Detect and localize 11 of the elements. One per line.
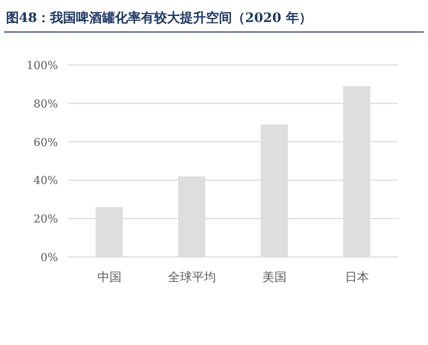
y-tick-label: 20% bbox=[34, 212, 58, 226]
x-tick-label: 全球平均 bbox=[168, 270, 216, 284]
y-tick-label: 80% bbox=[34, 97, 58, 110]
x-tick-label: 中国 bbox=[97, 270, 122, 284]
y-tick-label: 0% bbox=[40, 251, 58, 264]
x-tick-label: 美国 bbox=[262, 270, 286, 284]
y-tick-label: 60% bbox=[34, 136, 58, 149]
chart-title: 图48：我国啤酒罐化率有较大提升空间（2020 年） bbox=[6, 10, 312, 26]
y-tick-label: 100% bbox=[26, 59, 58, 72]
y-tick-label: 40% bbox=[34, 174, 58, 188]
x-tick-label: 日本 bbox=[344, 270, 369, 284]
